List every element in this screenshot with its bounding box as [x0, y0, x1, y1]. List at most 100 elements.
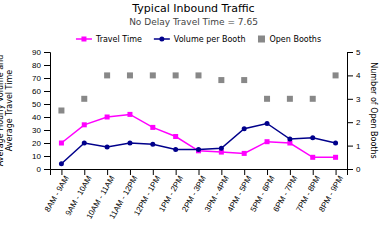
y-tick-label: 90	[32, 48, 41, 57]
y-tick: 10	[32, 152, 50, 161]
scatter-point	[173, 72, 179, 78]
y-tick-mark	[44, 78, 50, 79]
y-tick: 90	[32, 48, 50, 57]
y-tick-mark	[44, 52, 50, 53]
point	[105, 144, 110, 149]
y-tick: 60	[32, 87, 50, 96]
legend-label: Travel Time	[95, 35, 142, 44]
y-tick-label: 50	[32, 100, 41, 109]
point	[310, 135, 315, 140]
marks	[58, 72, 338, 166]
legend-item: Open Booths	[258, 35, 321, 44]
scatter-point	[58, 108, 64, 114]
y-tick-mark	[44, 143, 50, 144]
y2-tick-label: 4	[356, 71, 361, 80]
point	[59, 141, 64, 146]
point	[173, 134, 178, 139]
y2-tick-label: 0	[356, 165, 361, 174]
scatter-point	[196, 72, 202, 78]
scatter-point	[287, 96, 293, 102]
y2-tick-mark	[347, 169, 353, 170]
y-axis-title: Average Hourly Volume andAverage Travel …	[0, 55, 14, 167]
point	[173, 147, 178, 152]
legend-swatch	[81, 37, 86, 42]
y-tick-mark	[44, 91, 50, 92]
y-tick: 70	[32, 74, 50, 83]
point	[150, 142, 155, 147]
point	[105, 115, 110, 120]
x-tick: 8PM - 9PM	[317, 169, 345, 213]
y2-tick: 4	[347, 71, 361, 80]
legend-swatch	[159, 37, 164, 42]
y2-tick: 1	[347, 142, 361, 151]
y2-axis: 0 1 2 3 4 5	[347, 48, 361, 174]
y-tick: 20	[32, 139, 50, 148]
point	[82, 141, 87, 146]
y2-tick-mark	[347, 99, 353, 100]
point	[333, 141, 338, 146]
y-tick: 50	[32, 100, 50, 109]
scatter-point	[104, 72, 110, 78]
axis-line	[348, 53, 354, 170]
y2-tick: 3	[347, 95, 361, 104]
point	[242, 126, 247, 131]
legend-item: Volume per Booth	[154, 35, 246, 44]
scatter-point	[241, 77, 247, 83]
chart: Typical Inbound Traffic No Delay Travel T…	[0, 0, 387, 227]
scatter-point	[127, 72, 133, 78]
subtitle: No Delay Travel Time = 7.65	[129, 17, 258, 27]
x-tick-label: 8PM - 9PM	[317, 174, 345, 213]
point	[82, 122, 87, 127]
y-tick-label: 0	[37, 165, 42, 174]
series-0	[59, 112, 338, 160]
y-tick-label: 30	[32, 126, 41, 135]
y-tick-mark	[44, 130, 50, 131]
y2-tick-mark	[347, 146, 353, 147]
y2-tick: 0	[347, 165, 361, 174]
scatter-point	[264, 96, 270, 102]
point	[196, 147, 201, 152]
axis-line	[51, 170, 348, 176]
point	[219, 146, 224, 151]
y-tick: 80	[32, 61, 50, 70]
point	[333, 155, 338, 160]
y-tick-label: 60	[32, 87, 41, 96]
scatter-point	[150, 72, 156, 78]
scatter-point	[310, 96, 316, 102]
series-2	[58, 72, 338, 113]
y-axis: 0 10 20 30 40 50 60 70 80 90	[32, 48, 50, 174]
legend-swatch	[258, 36, 265, 43]
y-tick: 40	[32, 113, 50, 122]
y2-tick-mark	[347, 122, 353, 123]
axis-line	[44, 53, 51, 170]
point	[59, 161, 64, 166]
plot: 8AM - 9AM9AM - 10AM10AM - 11AM11AM - 12P…	[32, 48, 361, 221]
point	[265, 121, 270, 126]
y-tick-label: 40	[32, 113, 41, 122]
scatter-point	[81, 96, 87, 102]
point	[310, 155, 315, 160]
y-tick-label: 10	[32, 152, 41, 161]
y2-tick-label: 5	[356, 48, 361, 57]
y-tick: 30	[32, 126, 50, 135]
y-tick-label: 80	[32, 61, 41, 70]
y2-tick-label: 2	[356, 118, 361, 127]
y-tick-mark	[44, 169, 50, 170]
line	[61, 124, 335, 164]
point	[265, 139, 270, 144]
x-tick-label: 12PM - 1PM	[132, 174, 162, 217]
series-1	[59, 121, 338, 166]
point	[127, 112, 132, 117]
legend-label: Open Booths	[269, 35, 321, 44]
title: Typical Inbound Traffic	[131, 2, 254, 15]
y2-tick-mark	[347, 52, 353, 53]
y2-axis-title: Number of Open Booths	[369, 62, 378, 159]
legend-item: Travel Time	[76, 35, 142, 44]
y-tick-mark	[44, 65, 50, 66]
point	[287, 137, 292, 142]
y-tick-mark	[44, 104, 50, 105]
y2-tick-label: 3	[356, 95, 361, 104]
scatter-point	[333, 72, 339, 78]
point	[150, 125, 155, 130]
legend: Travel Time Volume per Booth Open Booths	[76, 35, 321, 44]
